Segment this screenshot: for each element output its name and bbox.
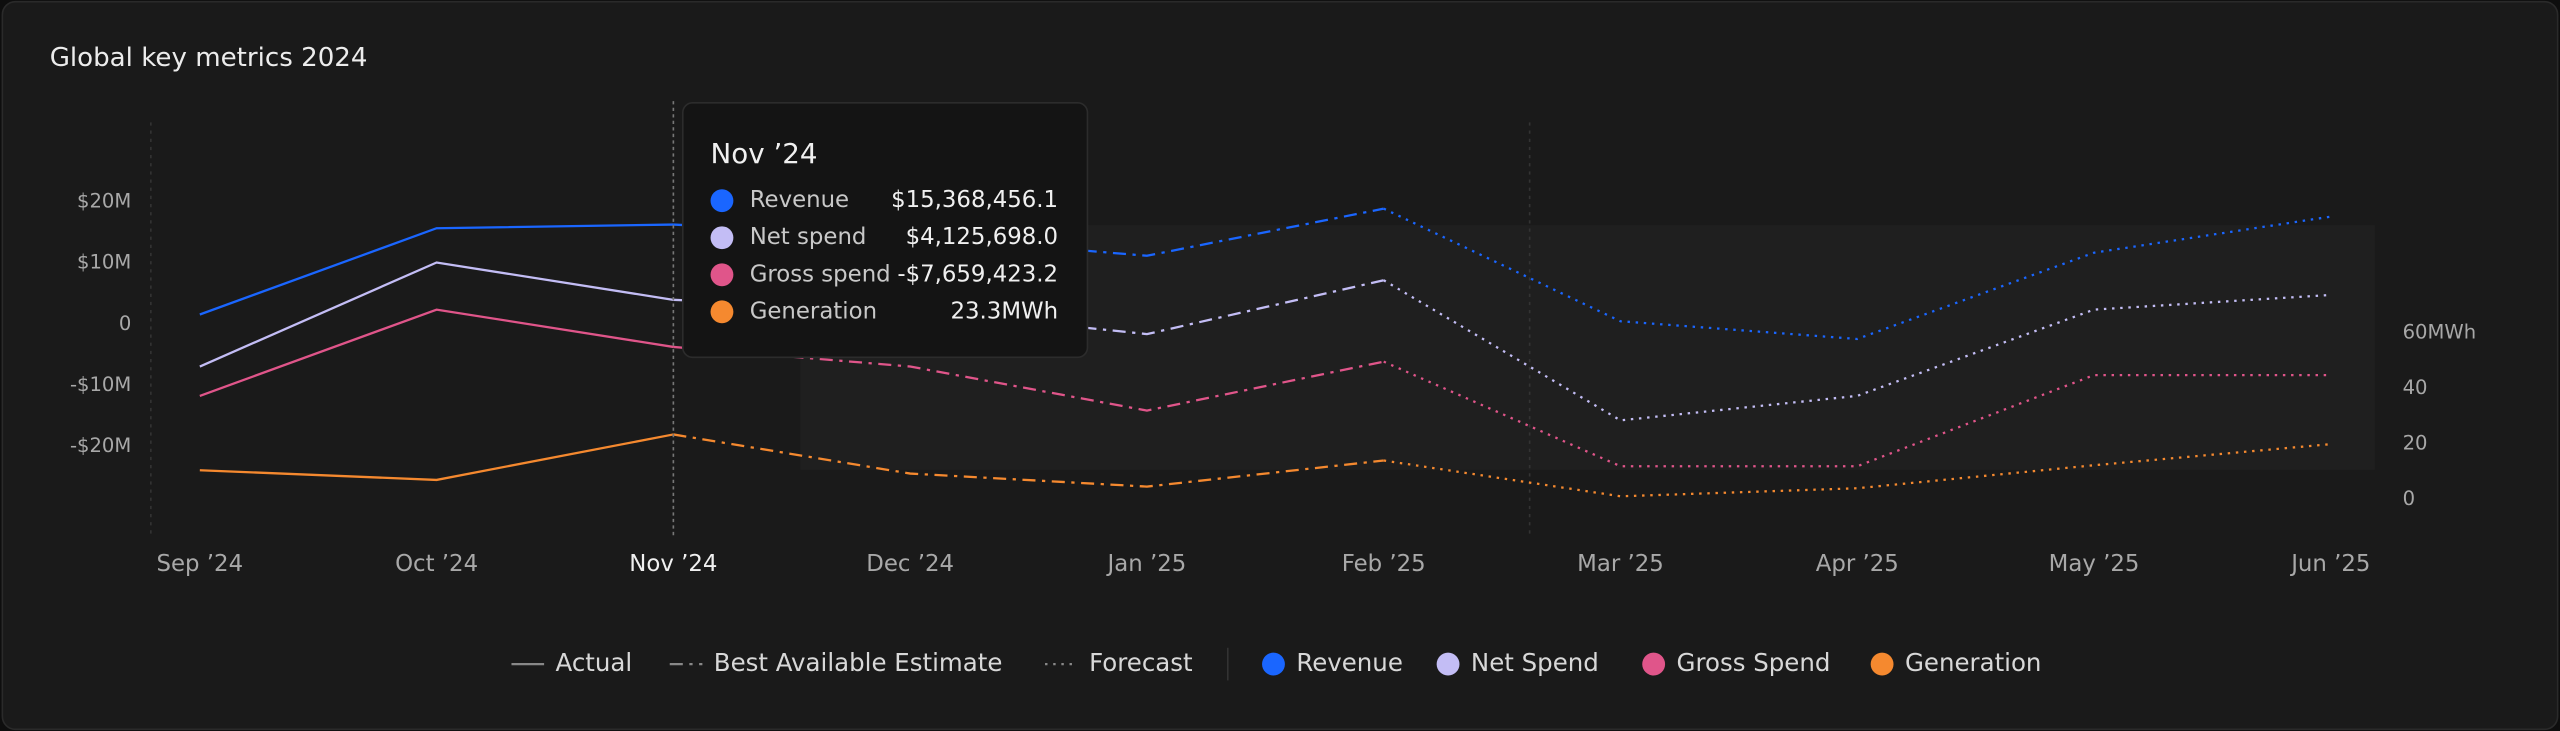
legend-label: Revenue bbox=[1296, 648, 1403, 677]
tooltip bbox=[681, 101, 1089, 359]
series-line bbox=[1383, 360, 2331, 468]
legend-swatch bbox=[1642, 652, 1666, 676]
y2-tick-label: 0 bbox=[2403, 487, 2415, 510]
legend-swatch bbox=[1436, 652, 1460, 676]
tooltip-title: Nov ’24 bbox=[711, 137, 818, 170]
x-tick-label: Apr ’25 bbox=[1816, 551, 1899, 577]
tooltip-value: -$7,659,423.2 bbox=[897, 261, 1058, 287]
chart-title: Global key metrics 2024 bbox=[50, 43, 368, 73]
x-tick-label: Dec ’24 bbox=[866, 551, 954, 577]
tooltip-swatch bbox=[710, 189, 734, 213]
legend-label: Net Spend bbox=[1471, 648, 1599, 677]
tooltip-value: $4,125,698.0 bbox=[906, 224, 1058, 250]
x-tick-label: Feb ’25 bbox=[1342, 551, 1426, 577]
tooltip-value: 23.3MWh bbox=[951, 298, 1059, 324]
legend-label: Actual bbox=[556, 648, 633, 677]
legend-label: Generation bbox=[1905, 648, 2042, 677]
series-line bbox=[199, 433, 674, 482]
series-line bbox=[199, 308, 674, 397]
tooltip-label: Net spend bbox=[750, 224, 867, 250]
y2-tick-label: 20 bbox=[2403, 432, 2428, 455]
legend-label: Gross Spend bbox=[1677, 648, 1831, 677]
x-tick-label: Sep ’24 bbox=[157, 551, 244, 577]
series-line bbox=[199, 223, 674, 316]
tooltip-swatch bbox=[710, 263, 734, 287]
tooltip-label: Gross spend bbox=[750, 261, 891, 287]
series-line bbox=[199, 261, 674, 368]
tooltip-label: Revenue bbox=[750, 187, 849, 213]
series-line bbox=[1383, 443, 2331, 498]
y-tick-label: $10M bbox=[77, 251, 131, 274]
x-tick-label: Oct ’24 bbox=[395, 551, 478, 577]
y-tick-label: $20M bbox=[77, 189, 131, 212]
x-tick-label: May ’25 bbox=[2049, 551, 2140, 577]
y2-tick-label: 40 bbox=[2403, 376, 2428, 399]
legend-label: Forecast bbox=[1089, 648, 1193, 677]
x-tick-label: Jan ’25 bbox=[1106, 551, 1187, 577]
y2-tick-label: 60MWh bbox=[2403, 321, 2477, 344]
tooltip-value: $15,368,456.1 bbox=[891, 187, 1058, 213]
y-tick-label: 0 bbox=[119, 312, 131, 335]
legend-swatch bbox=[1262, 652, 1285, 676]
series-line bbox=[673, 433, 1384, 488]
x-tick-label: Jun ’25 bbox=[2289, 551, 2370, 577]
legend-label: Best Available Estimate bbox=[714, 648, 1003, 677]
x-tick-label: Mar ’25 bbox=[1577, 551, 1664, 577]
y-tick-label: -$10M bbox=[70, 373, 131, 396]
legend-swatch bbox=[1870, 652, 1894, 676]
series-line bbox=[1383, 207, 2331, 341]
tooltip-swatch bbox=[710, 300, 734, 324]
tooltip-swatch bbox=[710, 226, 734, 250]
tooltip-label: Generation bbox=[750, 298, 877, 324]
x-tick-label: Nov ’24 bbox=[629, 551, 717, 577]
y-tick-label: -$20M bbox=[70, 434, 131, 457]
